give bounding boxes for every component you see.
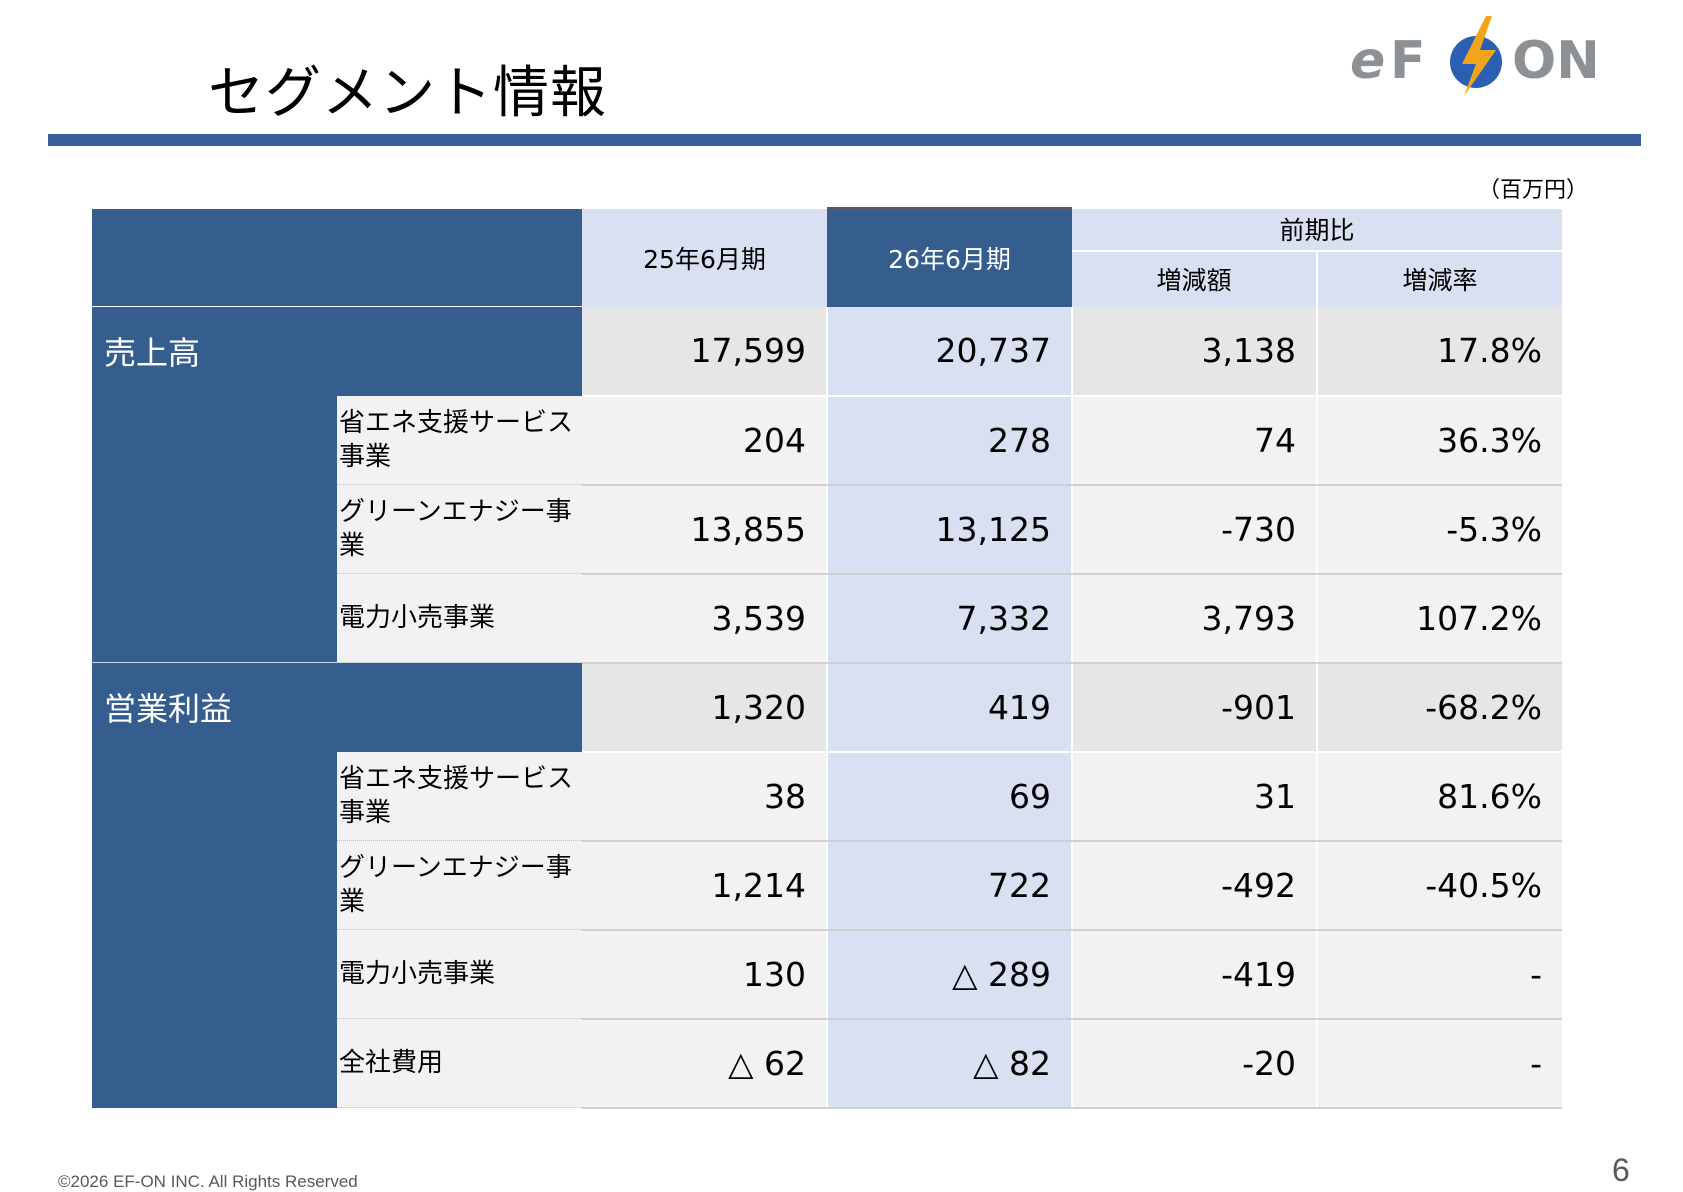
cell-value: 3,138 — [1071, 306, 1317, 397]
cell-value: - — [1316, 1018, 1562, 1109]
header-blank — [92, 208, 582, 307]
table-row: 省エネ支援サービス事業 38 69 31 81.6% — [92, 751, 1562, 1108]
table-row: グリーンエナジー事業 13,855 13,125 -730 -5.3% — [92, 484, 1562, 575]
cell-value: -5.3% — [1316, 484, 1562, 575]
page-title: セグメント情報 — [208, 61, 607, 126]
cell-value: -20 — [1071, 1018, 1317, 1109]
cell-value: △ 289 — [826, 929, 1072, 1020]
cell-value: 3,539 — [582, 573, 827, 664]
section-side-bar — [92, 395, 337, 663]
cell-value: -492 — [1071, 840, 1317, 931]
header-change-rate: 増減率 — [1316, 249, 1562, 307]
cell-value: - — [1316, 929, 1562, 1020]
svg-text:F: F — [1390, 31, 1426, 91]
page-number: 6 — [1612, 1152, 1630, 1188]
cell-value: 20,737 — [826, 306, 1072, 397]
cell-value: 107.2% — [1316, 573, 1562, 664]
cell-value: 1,320 — [582, 662, 827, 753]
segment-table: 25年6月期 26年6月期 前期比 増減額 増減率 売上高 17,599 20,… — [92, 207, 1562, 1109]
cell-value: △ 62 — [582, 1018, 827, 1109]
table-row: 省エネ支援サービス事業 204 278 74 36.3% — [92, 395, 1562, 663]
cell-value: 69 — [826, 751, 1072, 842]
section-label-operating-profit: 営業利益 — [92, 662, 582, 752]
segment-label: 電力小売事業 — [337, 929, 582, 1019]
title-underline — [48, 134, 1641, 146]
section-side-bar — [92, 751, 337, 1108]
table-row: 電力小売事業 130 △ 289 -419 - — [92, 929, 1562, 1020]
header-comparison: 前期比 — [1072, 208, 1562, 252]
unit-label: （百万円） — [1478, 178, 1589, 203]
cell-value: 13,125 — [826, 484, 1072, 575]
segment-label: 全社費用 — [337, 1018, 582, 1108]
cell-value: 278 — [826, 395, 1072, 486]
cell-value: △ 82 — [826, 1018, 1072, 1109]
table-row: 売上高 17,599 20,737 3,138 17.8% — [92, 306, 1562, 397]
table-row: 全社費用 △ 62 △ 82 -20 - — [92, 1018, 1562, 1109]
header-prev-period: 25年6月期 — [582, 208, 827, 307]
cell-value: 74 — [1071, 395, 1317, 486]
svg-text:ON: ON — [1512, 31, 1600, 91]
cell-value: -730 — [1071, 484, 1317, 575]
cell-value: 419 — [826, 662, 1072, 753]
section-label-sales: 売上高 — [92, 306, 582, 396]
cell-value: 722 — [826, 840, 1072, 931]
header-change-amount: 増減額 — [1072, 249, 1317, 307]
cell-value: -68.2% — [1316, 662, 1562, 753]
segment-label: グリーンエナジー事業 — [337, 484, 582, 574]
table-row: グリーンエナジー事業 1,214 722 -492 -40.5% — [92, 840, 1562, 931]
segment-label: 電力小売事業 — [337, 573, 582, 663]
cell-value: 204 — [582, 395, 827, 486]
svg-text:e: e — [1350, 31, 1385, 91]
segment-label: 省エネ支援サービス事業 — [337, 395, 582, 485]
cell-value: 36.3% — [1316, 395, 1562, 486]
cell-value: 13,855 — [582, 484, 827, 575]
cell-value: 31 — [1071, 751, 1317, 842]
table-row: 電力小売事業 3,539 7,332 3,793 107.2% — [92, 573, 1562, 664]
cell-value: 81.6% — [1316, 751, 1562, 842]
cell-value: 1,214 — [582, 840, 827, 931]
cell-value: 3,793 — [1071, 573, 1317, 664]
cell-value: 17,599 — [582, 306, 827, 397]
cell-value: 130 — [582, 929, 827, 1020]
cell-value: -901 — [1071, 662, 1317, 753]
efon-logo: e F ON — [1350, 16, 1600, 96]
table-row: 営業利益 1,320 419 -901 -68.2% — [92, 662, 1562, 753]
cell-value: -40.5% — [1316, 840, 1562, 931]
copyright-text: ©2026 EF-ON INC. All Rights Reserved — [58, 1172, 358, 1191]
segment-label: 省エネ支援サービス事業 — [337, 751, 582, 841]
cell-value: 38 — [582, 751, 827, 842]
cell-value: 17.8% — [1316, 306, 1562, 397]
segment-label: グリーンエナジー事業 — [337, 840, 582, 930]
header-current-period: 26年6月期 — [827, 207, 1072, 307]
cell-value: 7,332 — [826, 573, 1072, 664]
cell-value: -419 — [1071, 929, 1317, 1020]
